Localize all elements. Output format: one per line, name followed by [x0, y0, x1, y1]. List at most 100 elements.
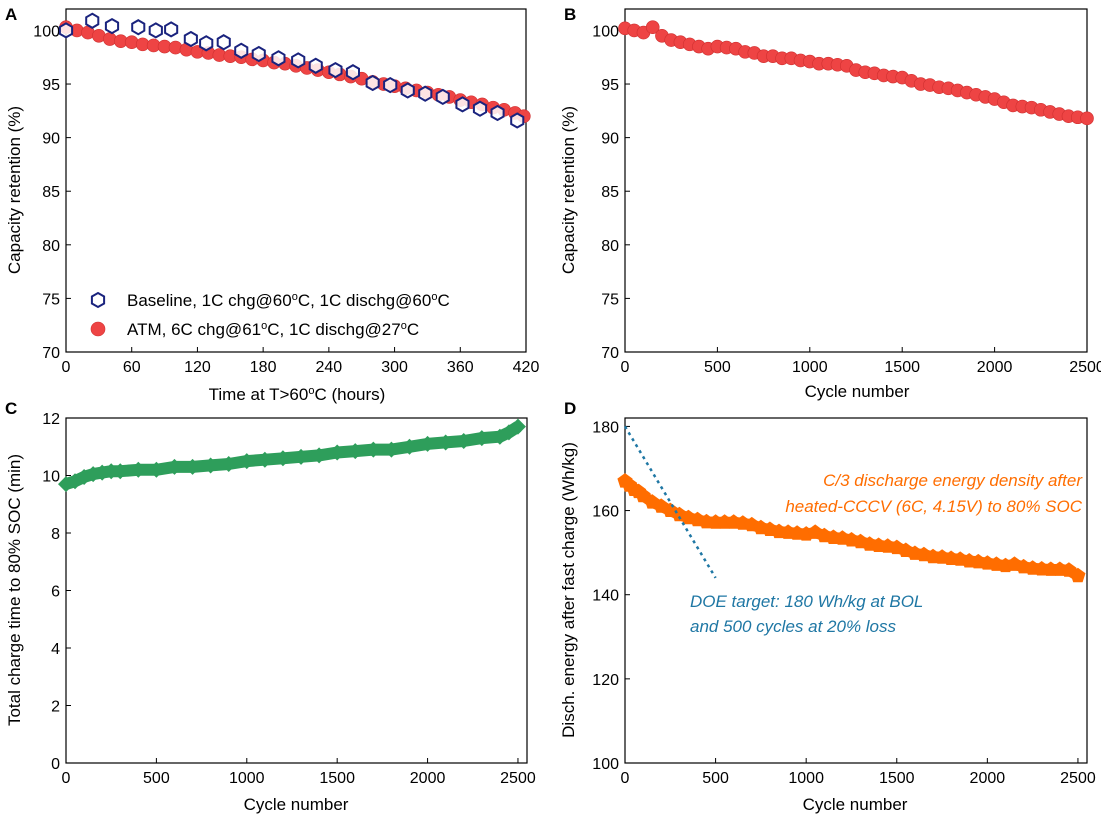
panel-c-ytick-label: 0 [51, 756, 60, 773]
baseline-point [418, 85, 433, 102]
panel-b: B Capacity retention (%) Cycle number 0 5… [559, 5, 1101, 401]
charge-time-point [184, 458, 201, 475]
panel-c-xtick-label: 1000 [229, 770, 265, 787]
panel-d-xtick-label: 0 [621, 770, 630, 787]
panel-a-xtick-label: 180 [250, 359, 277, 376]
panel-b-ytick-label: 75 [601, 291, 619, 308]
panel-d-ytick-label: 160 [592, 504, 619, 521]
energy-annotation-line-2: heated-CCCV (6C, 4.15V) to 80% SOC [785, 497, 1082, 516]
panel-a-ytick-label: 90 [42, 131, 60, 148]
panel-a-ytick-label: 80 [42, 238, 60, 255]
charge-time-point [148, 461, 165, 478]
panel-a-xtick-label: 120 [184, 359, 211, 376]
panel-b-xtick-label: 0 [621, 359, 630, 376]
charge-time-point [329, 444, 346, 461]
legend-entry-baseline: Baseline, 1C chg@60oC, 1C dischg@60oC [127, 291, 450, 310]
panel-a-xtick-label: 0 [62, 359, 71, 376]
panel-b-xlabel: Cycle number [805, 382, 910, 401]
charge-time-point [256, 451, 273, 468]
panel-b-xtick-label: 1000 [792, 359, 828, 376]
panel-a-ytick-label: 85 [42, 184, 60, 201]
panel-a-xtick-label: 60 [123, 359, 141, 376]
baseline-point [85, 12, 100, 29]
baseline-point [345, 64, 360, 81]
baseline-point [455, 96, 470, 113]
panel-c-xtick-label: 1500 [319, 770, 355, 787]
panel-b-ytick-label: 90 [601, 131, 619, 148]
panel-d-ylabel: Disch. energy after fast charge (Wh/kg) [559, 442, 578, 738]
panel-c-ytick-label: 4 [51, 641, 60, 658]
charge-time-point [311, 447, 328, 464]
baseline-point [383, 76, 398, 94]
panel-b-ytick-label: 80 [601, 238, 619, 255]
panel-c-xtick-label: 2500 [500, 770, 536, 787]
panel-d-ytick-label: 140 [592, 588, 619, 605]
panel-c-xtick-label: 0 [62, 770, 71, 787]
baseline-point [365, 74, 380, 92]
charge-time-point [274, 450, 291, 467]
panel-b-ylabel: Capacity retention (%) [559, 106, 578, 274]
charge-time-point [419, 435, 436, 452]
panel-b-xtick-label: 2000 [977, 359, 1013, 376]
charge-time-point [202, 457, 219, 474]
panel-d-letter: D [564, 399, 576, 418]
panel-b-ytick-label: 70 [601, 345, 619, 362]
baseline-point [104, 17, 120, 35]
panel-c: C Total charge time to 80% SOC (min) Cyc… [5, 399, 536, 814]
panel-c-xtick-label: 500 [143, 770, 170, 787]
panel-b-xtick-label: 2500 [1069, 359, 1101, 376]
doe-target-line [623, 425, 717, 579]
charge-time-point [437, 434, 454, 451]
baseline-point [308, 57, 323, 74]
charge-time-point [509, 418, 526, 435]
panel-b-plot-frame [624, 8, 1088, 353]
baseline-point [472, 100, 488, 117]
panel-d-xtick-label: 500 [702, 770, 729, 787]
charge-time-point [365, 441, 382, 458]
panel-a-xlabel: Time at T>60oC (hours) [209, 385, 386, 404]
panel-b-ytick-label: 85 [601, 184, 619, 201]
charge-time-point [401, 438, 418, 455]
charge-time-point [220, 456, 237, 472]
panel-c-ylabel: Total charge time to 80% SOC (min) [5, 454, 24, 726]
baseline-point [328, 61, 343, 79]
baseline-point [251, 45, 266, 63]
panel-d-ytick-label: 100 [592, 756, 619, 773]
baseline-point [510, 112, 525, 129]
panel-d-xtick-label: 1000 [788, 770, 824, 787]
capacity-point [645, 20, 660, 35]
panel-a-xtick-label: 420 [513, 359, 540, 376]
panel-c-ytick-label: 6 [51, 584, 60, 601]
baseline-point [131, 19, 146, 36]
charge-time-point [347, 443, 364, 460]
panel-d-ytick-label: 180 [592, 419, 619, 436]
panel-d-xlabel: Cycle number [803, 795, 908, 814]
panel-a-plot-frame [65, 8, 527, 353]
panel-b-letter: B [564, 5, 576, 24]
panel-c-ytick-label: 10 [42, 469, 60, 486]
panel-a-xtick-label: 240 [316, 359, 343, 376]
panel-a-ytick-label: 95 [42, 77, 60, 94]
panel-c-letter: C [5, 399, 17, 418]
baseline-point [148, 22, 163, 39]
energy-annotation-line-1: C/3 discharge energy density after [823, 471, 1083, 490]
charge-time-point [112, 463, 129, 480]
panel-d: D Disch. energy after fast charge (Wh/kg… [559, 399, 1096, 814]
panel-c-ytick-label: 12 [42, 411, 60, 428]
panel-a-xtick-label: 300 [381, 359, 408, 376]
baseline-point [234, 42, 249, 59]
panel-a: A Capacity retention (%) Time at T>60oC … [5, 5, 539, 404]
panel-c-xlabel: Cycle number [244, 795, 349, 814]
baseline-point [271, 50, 286, 67]
panel-d-xtick-label: 2000 [970, 770, 1006, 787]
panel-a-ytick-label: 70 [42, 345, 60, 362]
charge-time-point [103, 463, 120, 480]
legend-entry-atm: ATM, 6C chg@61oC, 1C dischg@27oC [127, 320, 419, 339]
panel-a-legend: Baseline, 1C chg@60oC, 1C dischg@60oC AT… [127, 291, 450, 339]
doe-annotation-line-1: DOE target: 180 Wh/kg at BOL [690, 592, 923, 611]
panel-d-ytick-label: 120 [592, 672, 619, 689]
baseline-point [490, 104, 505, 122]
baseline-point [435, 88, 450, 106]
charge-time-point [238, 453, 255, 470]
baseline-point [199, 35, 214, 52]
